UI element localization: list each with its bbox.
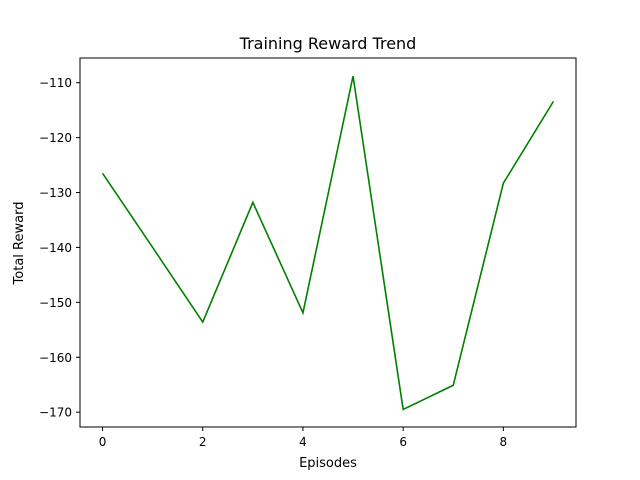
x-tick-label: 2 — [199, 435, 207, 449]
y-tick-label: −170 — [39, 406, 72, 420]
x-tick-label: 4 — [299, 435, 307, 449]
x-axis-label: Episodes — [299, 456, 357, 471]
series-layer — [101, 75, 555, 411]
y-tick-label: −140 — [39, 241, 72, 255]
x-tick-label: 8 — [500, 435, 508, 449]
y-axis-label: Total Reward — [12, 202, 27, 286]
series-line — [101, 75, 555, 411]
y-tick-label: −110 — [39, 76, 72, 90]
y-tick-label: −130 — [39, 186, 72, 200]
y-tick-label: −120 — [39, 131, 72, 145]
axis-ticks: 0 2 4 6 8 −110 −120 −130 −140 −150 −160 −170 — [39, 76, 507, 449]
plot-frame — [79, 57, 577, 428]
x-tick-label: 0 — [99, 435, 107, 449]
x-tick-label: 6 — [399, 435, 407, 449]
chart-title: Training Reward Trend — [239, 34, 417, 53]
y-tick-label: −160 — [39, 351, 72, 365]
y-tick-label: −150 — [39, 296, 72, 310]
